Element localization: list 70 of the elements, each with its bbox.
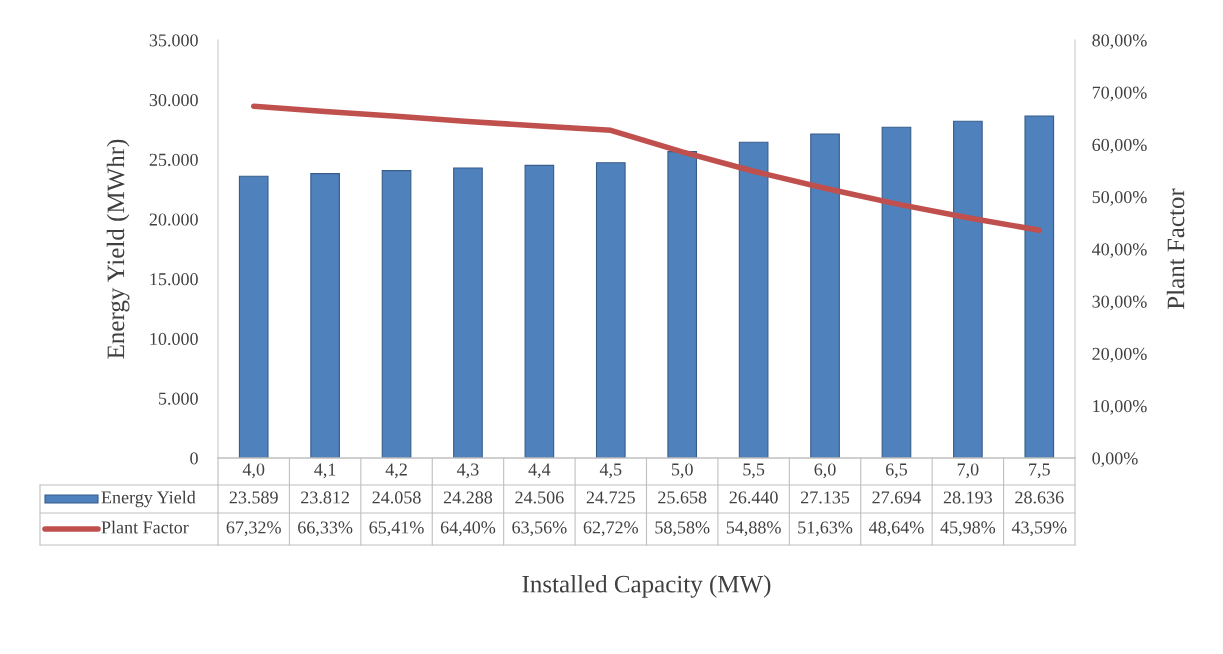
y-tick-label: 15.000 [150, 273, 198, 286]
data-label: 58,58% [655, 521, 710, 537]
y2-axis-title: Plant Factor [1166, 188, 1185, 310]
data-label: 54,88% [726, 521, 781, 537]
y2-tick-label: 10,00% [1093, 400, 1147, 415]
x-tick-label: 4,2 [385, 463, 407, 479]
x-tick-label: 7,0 [957, 463, 979, 479]
bar [667, 151, 698, 458]
legend-label: Energy Yield [101, 490, 196, 508]
data-label: 23.812 [301, 491, 349, 504]
data-label: 64,40% [440, 521, 496, 537]
y2-tick-label: 30,00% [1092, 295, 1147, 311]
y2-tick-label: 50,00% [1092, 191, 1147, 206]
bar [1024, 115, 1055, 458]
data-label: 27.135 [801, 491, 850, 504]
bar [595, 162, 626, 458]
y-tick-label: 25.000 [149, 153, 198, 166]
y2-tick-label: 0,00% [1092, 452, 1138, 468]
bar [738, 141, 769, 458]
bar [881, 126, 912, 458]
data-label: 25.658 [658, 491, 707, 504]
y-tick-label: 30.000 [149, 93, 198, 107]
x-tick-label: 4,3 [457, 463, 479, 479]
x-tick-label: 6,5 [885, 463, 908, 479]
data-label: 24.288 [443, 491, 493, 504]
data-label: 24.058 [372, 491, 421, 504]
x-tick-label: 5,5 [743, 463, 765, 479]
bar [381, 170, 412, 458]
y2-tick-label: 80,00% [1092, 34, 1147, 50]
y-axis-title: Energy Yield (MWhr) [106, 139, 130, 359]
data-label: 45,98% [940, 521, 996, 537]
x-tick-label: 4,1 [314, 463, 336, 479]
x-tick-label: 5,0 [671, 463, 693, 479]
y2-tick-label: 20,00% [1092, 347, 1147, 363]
data-label: 27.694 [872, 491, 921, 504]
data-label: 48,64% [868, 521, 924, 537]
data-label: 43,59% [1011, 521, 1067, 537]
data-label: 62,72% [583, 521, 639, 537]
data-label: 67,32% [226, 521, 281, 537]
x-tick-label: 6,0 [814, 463, 836, 479]
y-tick-label: 5.000 [158, 392, 198, 405]
legend-label: Plant Factor [101, 520, 189, 534]
bar [453, 167, 483, 458]
y2-tick-label: 40,00% [1092, 243, 1147, 259]
y2-tick-label: 70,00% [1092, 86, 1147, 102]
data-label: 28.636 [1015, 491, 1064, 504]
data-label: 23.589 [229, 491, 278, 504]
bar [524, 164, 555, 458]
y-tick-label: 0 [190, 452, 198, 465]
x-tick-label: 4,0 [242, 463, 265, 479]
data-label: 51,63% [798, 521, 853, 537]
data-label: 28.193 [943, 491, 992, 504]
y-tick-label: 20.000 [149, 213, 198, 226]
bar [810, 133, 840, 458]
data-label: 24.506 [515, 491, 564, 504]
bar [238, 175, 269, 458]
y-tick-label: 10.000 [150, 332, 198, 346]
data-label: 26.440 [729, 491, 778, 504]
data-label: 24.725 [586, 491, 635, 504]
bar [953, 120, 983, 458]
x-tick-label: 4,5 [599, 463, 622, 479]
x-tick-label: 4,4 [528, 463, 551, 479]
bar [310, 173, 340, 458]
data-label: 65,41% [369, 521, 424, 537]
x-tick-label: 7,5 [1029, 463, 1050, 479]
x-axis-title: Installed Capacity (MW) [522, 575, 771, 598]
data-label: 66,33% [298, 521, 353, 537]
data-label: 63,56% [512, 521, 567, 537]
y-tick-label: 35.000 [149, 34, 198, 47]
y2-tick-label: 60,00% [1092, 138, 1147, 154]
